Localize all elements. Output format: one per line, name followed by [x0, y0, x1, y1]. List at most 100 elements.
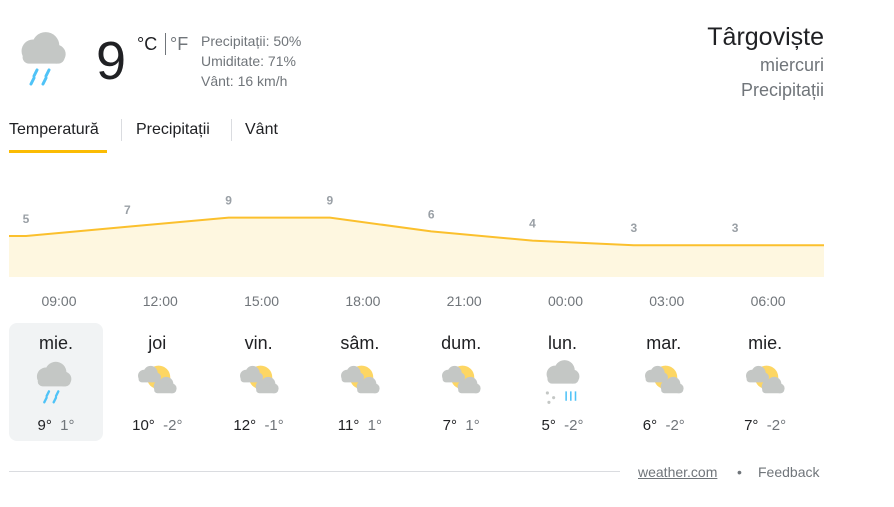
cloud-part	[154, 386, 177, 394]
day-name: sâm.	[340, 333, 380, 353]
raindrop	[43, 396, 48, 404]
cloud-part	[138, 375, 161, 383]
value-label: 9	[327, 194, 334, 208]
day-icon	[436, 357, 486, 412]
raindrop	[44, 68, 51, 78]
day-temps: 6° -2°	[617, 417, 711, 434]
day-name: joi	[148, 333, 167, 353]
day-name: dum.	[441, 333, 482, 353]
high-temp: 12°	[233, 417, 257, 434]
day-temps: 9° 1°	[9, 417, 103, 434]
day-card[interactable]: mie. 7° -2°	[718, 323, 812, 441]
day-card[interactable]: dum. 7° 1°	[414, 323, 508, 441]
day-icon	[740, 357, 790, 412]
condition: Precipitații	[740, 80, 824, 100]
tab[interactable]: Temperatură	[9, 121, 99, 138]
footer-rule	[9, 471, 620, 472]
day-temps: 5° -2°	[516, 417, 610, 434]
low-temp: -2°	[163, 417, 183, 434]
high-temp: 7°	[442, 417, 458, 434]
day-icon	[31, 357, 81, 412]
value-label: 5	[23, 212, 30, 226]
weather-icon	[239, 365, 279, 394]
day-card[interactable]: vin. 12° -1°	[212, 323, 306, 441]
unit-c[interactable]: °C	[137, 34, 158, 54]
value-label: 4	[529, 217, 536, 231]
day-card[interactable]: sâm. 11° 1°	[313, 323, 407, 441]
day-name: mie.	[38, 333, 73, 353]
raindrop	[29, 76, 36, 86]
day-icon	[538, 357, 588, 412]
temperature-line	[9, 216, 824, 247]
low-temp: -2°	[665, 417, 685, 434]
time-label: 00:00	[548, 293, 583, 309]
cloud-part	[442, 375, 465, 383]
detail: Precipitații: 50%	[201, 33, 302, 49]
high-temp: 11°	[337, 417, 360, 434]
weather-icon	[545, 360, 579, 404]
unit-divider	[165, 33, 166, 55]
unit-f[interactable]: °F	[170, 34, 189, 54]
low-temp: -1°	[264, 417, 284, 434]
day-temps: 12° -1°	[212, 417, 306, 434]
time-label: 15:00	[244, 293, 279, 309]
cloud-part	[458, 386, 481, 394]
day-icon	[335, 357, 385, 412]
detail: Umiditate: 71%	[201, 53, 296, 69]
cloud-part	[240, 375, 263, 383]
tab[interactable]: Vânt	[245, 121, 278, 138]
day-icon	[639, 357, 689, 412]
source-link[interactable]: weather.com	[638, 464, 718, 480]
day-card[interactable]: lun. 5° -2°	[516, 323, 610, 441]
cloud-part	[37, 376, 71, 387]
weather-icon	[746, 365, 785, 394]
low-temp: 1°	[465, 417, 480, 434]
separator: •	[737, 464, 742, 480]
details: Precipitații: 50% Umiditate: 71% Vânt: 1…	[201, 31, 301, 91]
tab-divider	[121, 119, 122, 141]
day-icon	[132, 357, 182, 412]
cloud-part	[546, 374, 579, 384]
day-card[interactable]: mie. 9° 1°	[9, 323, 103, 441]
value-label: 6	[428, 207, 435, 221]
day-temps: 10° -2°	[110, 417, 204, 434]
cloud-part	[255, 386, 278, 394]
feedback-link[interactable]: Feedback	[758, 464, 820, 480]
weather-icon	[138, 365, 177, 394]
low-temp: 1°	[60, 417, 75, 434]
cloud-part	[746, 375, 769, 383]
time-label: 12:00	[143, 293, 178, 309]
time-label: 03:00	[649, 293, 684, 309]
weather-icon	[442, 365, 481, 394]
value-label: 9	[225, 194, 232, 208]
weather-icon	[36, 361, 72, 404]
tab-indicator	[9, 150, 107, 153]
temperature-area	[9, 217, 824, 277]
low-temp: 1°	[367, 417, 383, 434]
cloud-part	[357, 386, 379, 394]
tab-divider	[231, 119, 232, 141]
day-card[interactable]: mar. 6° -2°	[617, 323, 711, 441]
weather-icon	[21, 32, 66, 86]
raindrop	[32, 68, 39, 78]
high-temp: 9°	[37, 417, 52, 434]
snowflake	[546, 400, 550, 404]
snowflake	[551, 396, 555, 400]
day-icon	[234, 357, 284, 412]
day-name: lun.	[547, 333, 578, 353]
day-name: vin.	[244, 333, 273, 353]
city: Târgoviște	[707, 23, 824, 51]
cloud-part	[341, 375, 364, 383]
time-label: 18:00	[345, 293, 380, 309]
high-temp: 5°	[541, 417, 556, 434]
high-temp: 10°	[132, 417, 155, 434]
value-label: 7	[124, 203, 131, 217]
cloud-part	[22, 51, 65, 64]
tab[interactable]: Precipitații	[136, 121, 210, 138]
detail: Vânt: 16 km/h	[201, 73, 288, 89]
day-card[interactable]: joi 10° -2°	[110, 323, 204, 441]
day-temps: 7° -2°	[718, 417, 812, 434]
cloud-part	[660, 386, 683, 394]
weather-icon	[340, 365, 380, 394]
